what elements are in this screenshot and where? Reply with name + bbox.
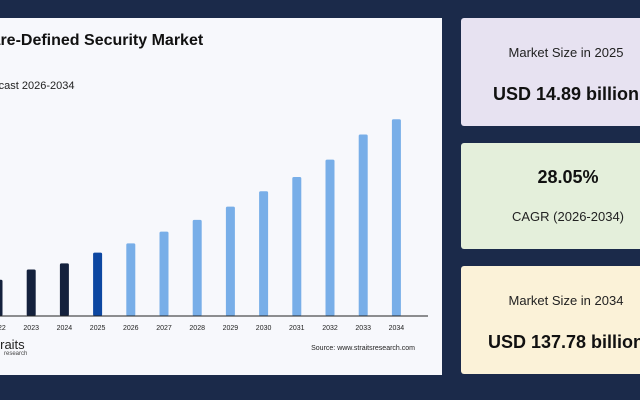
cagr-value: 28.05% [537, 167, 599, 187]
bar-2025 [93, 252, 103, 316]
x-tick-label: 2027 [156, 325, 172, 332]
bar-2032 [325, 159, 335, 316]
bar-chart: 2022 2023 2024 2025 2026 2027 2028 2029 2030 2031… [0, 119, 428, 332]
x-tick-label: 2023 [23, 325, 39, 332]
market-size-2025-label: Market Size in 2025 [508, 45, 624, 60]
market-size-2025-value: USD 14.89 billion [492, 84, 640, 104]
x-tick-label: 2028 [189, 325, 205, 332]
x-tick-label: 2033 [355, 325, 371, 332]
bar-2029 [225, 206, 235, 316]
chart-card: Software-Defined Security Market Forecas… [0, 18, 442, 375]
logo-subtitle: research [4, 351, 28, 357]
bar-2022 [0, 279, 3, 316]
bar-2031 [292, 176, 302, 316]
market-size-2025-card: Market Size in 2025 USD 14.89 billion [461, 18, 640, 126]
source-note: Source: www.straitsresearch.com [311, 345, 415, 352]
x-tick-label: 2025 [90, 325, 106, 332]
bar-2028 [192, 219, 202, 316]
bar-2033 [358, 134, 368, 316]
chart-subtitle: Forecast 2026-2034 [0, 80, 75, 92]
market-size-2034-card: Market Size in 2034 USD 137.78 billion [461, 266, 640, 374]
market-size-2034-label: Market Size in 2034 [508, 293, 624, 308]
x-tick-label: 2034 [389, 325, 405, 332]
bar-2026 [126, 243, 136, 316]
bar-2034 [391, 119, 401, 316]
bar-2027 [159, 231, 169, 316]
bar-2023 [26, 269, 36, 316]
straits-logo: straits research [0, 338, 27, 358]
x-tick-label: 2031 [289, 325, 305, 332]
x-tick-label: 2029 [223, 325, 239, 332]
chart-title: Software-Defined Security Market [0, 32, 204, 49]
x-tick-label: 2026 [123, 325, 139, 332]
bar-2024 [59, 263, 69, 316]
x-tick-label: 2030 [256, 325, 272, 332]
market-size-2034-value: USD 137.78 billion [487, 332, 640, 352]
x-tick-label: 2024 [57, 325, 73, 332]
x-tick-label: 2022 [0, 325, 6, 332]
cagr-label: CAGR (2026-2034) [512, 209, 624, 224]
bar-2030 [259, 191, 269, 316]
x-tick-label: 2032 [322, 325, 338, 332]
logo-name: straits [0, 337, 25, 352]
cagr-card: 28.05% CAGR (2026-2034) [461, 143, 640, 249]
